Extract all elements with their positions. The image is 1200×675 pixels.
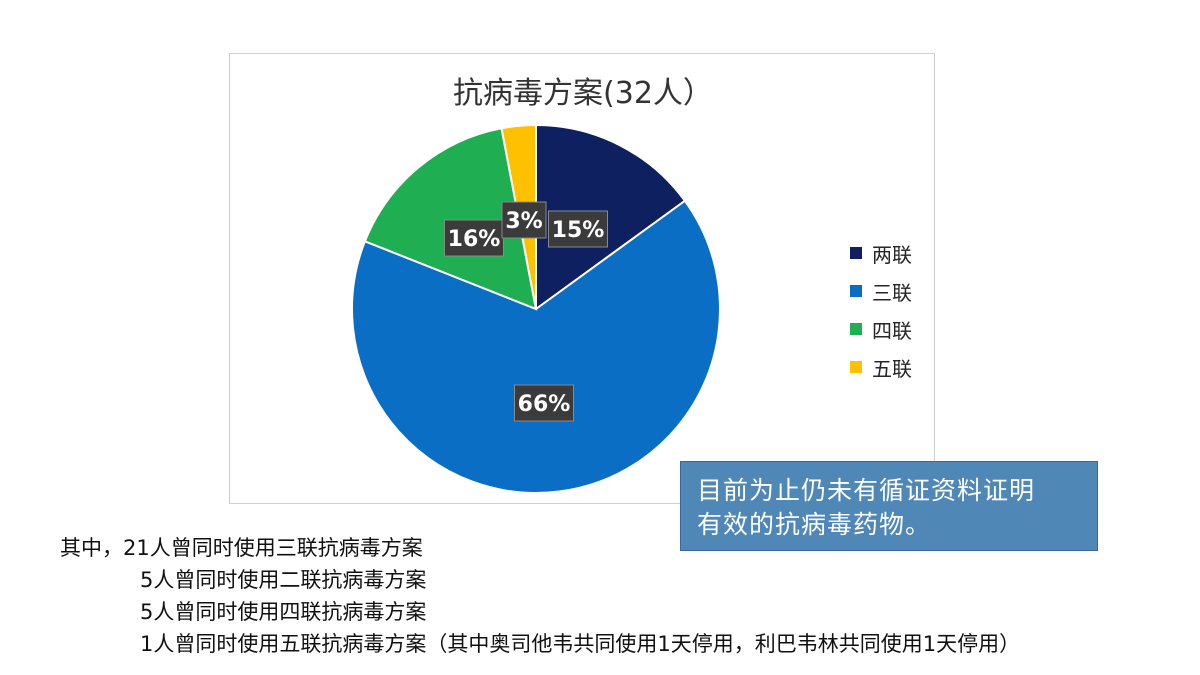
- note-line-1: 其中，21人曾同时使用三联抗病毒方案: [60, 536, 423, 560]
- callout-text-line-1: 目前为止仍未有循证资料证明: [697, 476, 1036, 505]
- svg-text:16%: 16%: [448, 227, 501, 252]
- callout-text-line-2: 有效的抗病毒药物。: [697, 510, 932, 539]
- pie-slice-1: [535, 123, 687, 311]
- legend-label: 两联: [872, 242, 912, 267]
- pie-slice-3: [363, 127, 538, 311]
- chart-legend: 两联 三联 四联 五联: [850, 234, 912, 386]
- legend-swatch: [850, 361, 862, 373]
- legend-label: 四联: [872, 318, 912, 343]
- legend-label: 五联: [872, 356, 912, 381]
- callout-box: 目前为止仍未有循证资料证明 有效的抗病毒药物。: [680, 461, 1098, 551]
- svg-text:15%: 15%: [552, 218, 605, 243]
- data-label-1: 15%: [548, 210, 608, 248]
- svg-text:66%: 66%: [518, 392, 571, 417]
- legend-label: 三联: [872, 280, 912, 305]
- note-line-3: 5人曾同时使用四联抗病毒方案: [140, 600, 427, 624]
- note-line-4: 1人曾同时使用五联抗病毒方案（其中奥司他韦共同使用1天停用，利巴韦林共同使用1天…: [140, 632, 1021, 656]
- legend-item-2: 三联: [850, 272, 912, 310]
- data-label-2: 66%: [514, 384, 574, 422]
- data-label-3: 16%: [444, 219, 504, 257]
- svg-text:3%: 3%: [505, 209, 542, 234]
- chart-container: 抗病毒方案(32人） 15% 66% 16% 3% 两联三联四联五联: [229, 53, 935, 504]
- data-label-4: 3%: [501, 201, 547, 239]
- legend-swatch: [850, 285, 862, 297]
- legend-swatch: [850, 323, 862, 335]
- chart-title: 抗病毒方案(32人）: [453, 76, 713, 111]
- pie-chart: 15% 66% 16%3%: [351, 123, 721, 494]
- legend-swatch: [850, 247, 862, 259]
- legend-item-4: 五联: [850, 348, 912, 386]
- legend-item-3: 四联: [850, 310, 912, 348]
- legend-item-1: 两联: [850, 234, 912, 272]
- note-line-2: 5人曾同时使用二联抗病毒方案: [140, 568, 427, 592]
- notes-block: 其中，21人曾同时使用三联抗病毒方案 5人曾同时使用二联抗病毒方案 5人曾同时使…: [60, 532, 1020, 660]
- pie-slice-2: [351, 199, 721, 494]
